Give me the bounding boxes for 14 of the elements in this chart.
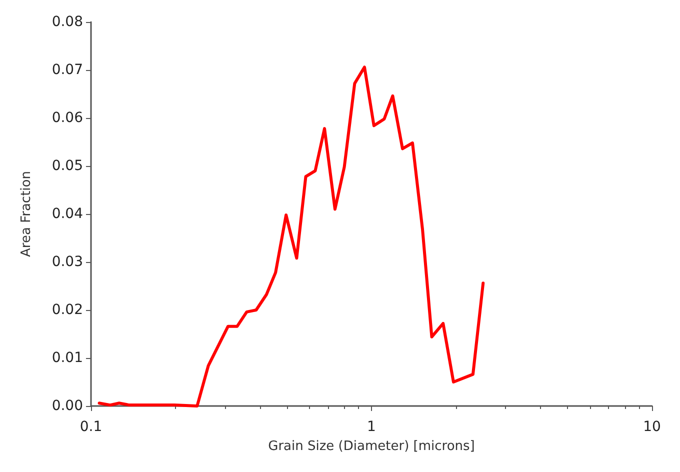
y-tick-label: 0.04 [52, 206, 84, 222]
x-tick-label: 0.1 [80, 419, 102, 435]
x-axis-title: Grain Size (Diameter) [microns] [268, 439, 475, 454]
y-tick-label: 0.08 [52, 14, 83, 30]
y-tick-label: 0.05 [52, 158, 83, 174]
y-tick-label: 0.07 [52, 62, 83, 78]
y-tick-label: 0.01 [52, 350, 83, 366]
x-tick-label: 1 [367, 419, 376, 435]
x-tick-label: 10 [643, 419, 661, 435]
y-tick-label: 0.02 [52, 302, 83, 318]
y-tick-label: 0.03 [52, 254, 83, 270]
y-axis-title: Area Fraction [19, 171, 34, 257]
y-tick-label: 0.06 [52, 110, 84, 126]
y-tick-label: 0.00 [52, 398, 83, 414]
